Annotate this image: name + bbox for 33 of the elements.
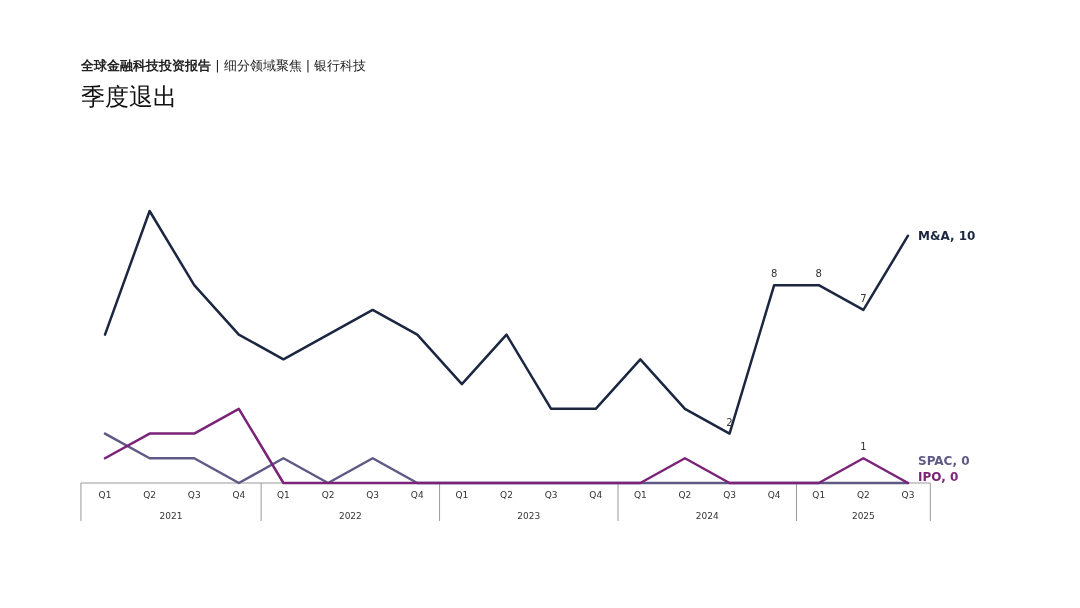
text: 2022 [338,511,362,521]
chart-title: 季度退出 [81,83,177,111]
text: 2023 [517,511,541,521]
x-tick-label: Q1 [633,490,647,500]
x-tick-label: Q3 [187,490,201,500]
text: 2025 [851,511,875,521]
data-label: 7 [860,292,867,304]
x-tick-label: Q4 [589,490,603,500]
data-label: 8 [770,268,778,280]
x-tick-label: Q2 [678,490,692,500]
text: 2024 [695,511,719,521]
x-tick-label: Q1 [455,490,469,500]
x-tick-label: Q4 [232,490,246,500]
x-tick-label: Q2 [500,490,513,500]
data-label: 8 [815,268,822,280]
x-tick-label: Q1 [277,490,290,500]
x-tick-label: Q3 [723,490,736,500]
data-label: 2 [726,416,733,428]
text: 2021 [159,511,183,521]
data-label: 1 [860,441,867,453]
x-tick-label: Q3 [366,490,380,500]
x-tick-label: Q1 [98,490,112,500]
x-tick-label: Q3 [901,490,915,500]
text: M&A, 10 [918,228,976,243]
chart-subtitle: 全球金融科技投资报告 | 细分领域聚焦 | 银行科技 [80,58,367,73]
x-tick-label: Q2 [856,490,870,500]
x-tick-label: Q4 [767,490,781,500]
x-tick-label: Q4 [410,490,424,500]
x-tick-label: Q1 [812,490,826,500]
text: IPO, 0 [918,470,959,484]
x-tick-label: Q2 [321,490,335,500]
x-tick-label: Q3 [544,490,558,500]
x-tick-label: Q2 [143,490,157,500]
